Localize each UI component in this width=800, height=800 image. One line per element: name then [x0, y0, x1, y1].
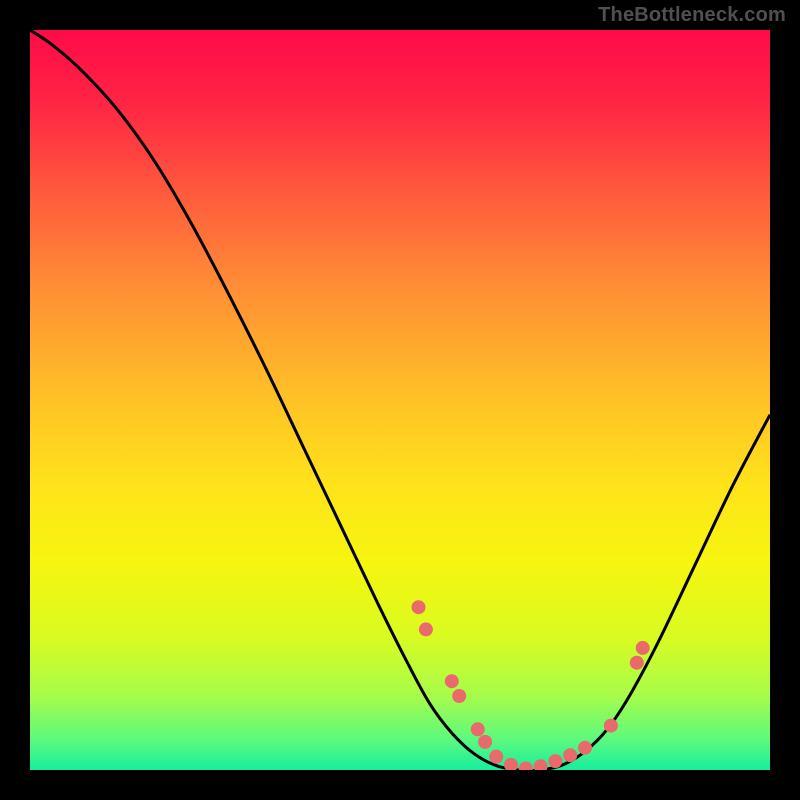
highlight-dot: [419, 622, 433, 636]
highlight-dot: [563, 748, 577, 762]
highlight-dot: [478, 735, 492, 749]
highlight-dot: [578, 741, 592, 755]
highlight-dot: [452, 689, 466, 703]
highlight-dot: [630, 656, 644, 670]
attribution-text: TheBottleneck.com: [598, 4, 786, 27]
highlight-dot: [471, 722, 485, 736]
bottleneck-chart: [0, 0, 800, 800]
highlight-dot: [504, 758, 518, 772]
highlight-dot: [445, 674, 459, 688]
highlight-dot: [534, 759, 548, 773]
highlight-dot: [548, 754, 562, 768]
highlight-dot: [489, 750, 503, 764]
highlight-dot: [519, 762, 533, 776]
highlight-dot: [604, 719, 618, 733]
highlight-dot: [412, 600, 426, 614]
highlight-dot: [636, 641, 650, 655]
